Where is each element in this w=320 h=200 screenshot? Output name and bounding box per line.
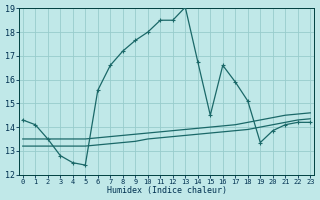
X-axis label: Humidex (Indice chaleur): Humidex (Indice chaleur) xyxy=(107,186,227,195)
